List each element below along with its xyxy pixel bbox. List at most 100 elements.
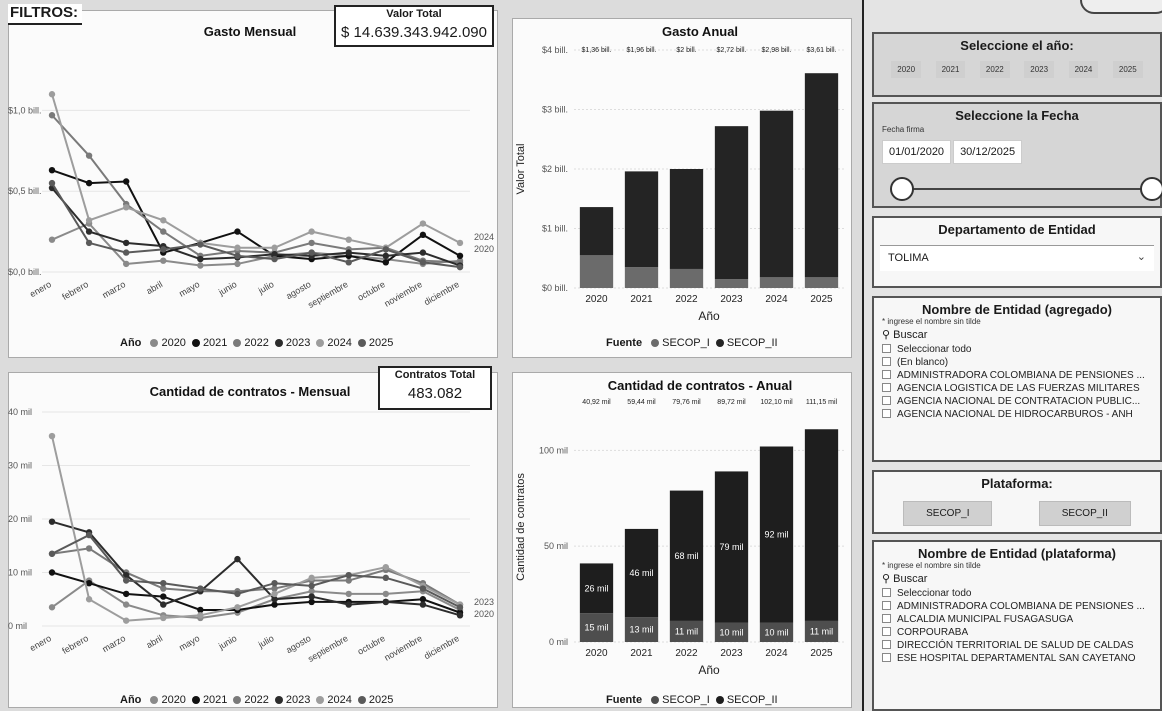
entity-platform-title: Nombre de Entidad (plataforma) bbox=[918, 546, 1116, 561]
date-slider-track[interactable] bbox=[892, 188, 1146, 190]
gasto-mensual-chart[interactable]: $0,0 bill. $0,5 bill. $1,0 bill. enero febre… bbox=[8, 50, 498, 330]
legend-item[interactable]: 2022 bbox=[233, 337, 269, 349]
legend-item[interactable]: SECOP_I bbox=[651, 337, 710, 349]
checkbox[interactable] bbox=[882, 409, 891, 418]
legend-item[interactable]: 2025 bbox=[357, 694, 393, 706]
entity-platform-search-placeholder: Buscar bbox=[893, 573, 928, 585]
checkbox[interactable] bbox=[882, 383, 891, 392]
checkbox[interactable] bbox=[882, 614, 891, 623]
series-line-2025 bbox=[51, 533, 461, 609]
date-slider-start-handle[interactable] bbox=[890, 177, 914, 201]
list-item[interactable]: ADMINISTRADORA COLOMBIANA DE PENSIONES .… bbox=[874, 369, 1160, 382]
legend-item[interactable]: 2024 bbox=[316, 694, 352, 706]
checkbox[interactable] bbox=[882, 653, 891, 662]
department-dropdown[interactable]: TOLIMA ⌄ bbox=[880, 245, 1154, 271]
legend-item[interactable]: 2020 bbox=[150, 694, 186, 706]
date-filter-title: Seleccione la Fecha bbox=[955, 108, 1079, 123]
x-tick-label: 2022 bbox=[675, 648, 698, 659]
date-end-input[interactable]: 30/12/2025 bbox=[953, 140, 1023, 164]
gasto-anual-chart[interactable]: $0 bill. $1 bill. $2 bill. $3 bill. $4 bill.… bbox=[512, 36, 852, 336]
platform-option-secop-ii[interactable]: SECOP_II bbox=[1038, 501, 1131, 526]
gasto-mensual-legend: Año 2020 2021 2022 2023 2024 2025 bbox=[120, 337, 399, 349]
bar-segment-SECOP_I bbox=[579, 255, 614, 288]
list-item[interactable]: (En blanco) bbox=[874, 356, 1160, 369]
data-point-2025 bbox=[122, 577, 130, 584]
list-item[interactable]: AGENCIA LOGISTICA DE LAS FUERZAS MILITAR… bbox=[874, 382, 1160, 395]
data-point-2023 bbox=[456, 612, 464, 619]
year-option[interactable]: 2024 bbox=[1068, 61, 1099, 78]
entity-platform-search[interactable]: ⚲ Buscar bbox=[874, 570, 1160, 587]
list-item[interactable]: DIRECCIÓN TERRITORIAL DE SALUD DE CALDAS bbox=[874, 639, 1160, 652]
legend-dot bbox=[274, 696, 283, 704]
list-item[interactable]: ESE HOSPITAL DEPARTAMENTAL SAN CAYETANO bbox=[874, 652, 1160, 665]
series-line-2023 bbox=[51, 520, 461, 617]
x-tick-label: 2025 bbox=[810, 648, 833, 659]
legend-item[interactable]: SECOP_I bbox=[651, 694, 710, 706]
list-item-label: ESE HOSPITAL DEPARTAMENTAL SAN CAYETANO bbox=[897, 653, 1136, 664]
list-item[interactable]: CORPOURABA bbox=[874, 626, 1160, 639]
legend-title: Año bbox=[120, 337, 142, 349]
y-tick-label: $0 bill. bbox=[542, 283, 568, 293]
legend-item[interactable]: 2020 bbox=[150, 337, 186, 349]
checkbox[interactable] bbox=[882, 396, 891, 405]
legend-item[interactable]: 2024 bbox=[316, 337, 352, 349]
year-option[interactable]: 2022 bbox=[979, 61, 1010, 78]
legend-item[interactable]: SECOP_II bbox=[715, 337, 778, 349]
list-item[interactable]: ADMINISTRADORA COLOMBIANA DE PENSIONES .… bbox=[874, 600, 1160, 613]
legend-title: Fuente bbox=[606, 337, 643, 349]
checkbox[interactable] bbox=[882, 627, 891, 636]
bar-segment-SECOP_I bbox=[759, 277, 794, 288]
date-filter: Seleccione la Fecha Fecha firma 01/01/20… bbox=[872, 102, 1162, 208]
y-tick-label: 10 mil bbox=[8, 568, 32, 578]
list-item[interactable]: AGENCIA NACIONAL DE CONTRATACION PUBLIC.… bbox=[874, 395, 1160, 408]
data-point-2025 bbox=[456, 604, 464, 611]
checkbox[interactable] bbox=[882, 601, 891, 610]
legend-label: 2021 bbox=[202, 694, 228, 706]
platform-option-secop-i[interactable]: SECOP_I bbox=[903, 501, 993, 526]
legend-item[interactable]: 2023 bbox=[274, 337, 310, 349]
data-point-2023 bbox=[122, 571, 130, 579]
data-point-2023 bbox=[382, 598, 390, 606]
data-point-2023 bbox=[122, 239, 130, 247]
data-point-2024 bbox=[456, 239, 464, 247]
year-filter: Seleccione el año: 2020 2021 2022 2023 2… bbox=[872, 32, 1162, 97]
contratos-anual-title: Cantidad de contratos - Anual bbox=[607, 378, 793, 393]
series-line-2020 bbox=[51, 222, 461, 267]
contratos-mensual-chart[interactable]: 0 mil 10 mil 20 mil 30 mil 40 mil enero febrer… bbox=[8, 400, 498, 690]
y-tick-label: $0,5 bill. bbox=[8, 186, 42, 196]
year-option[interactable]: 2021 bbox=[935, 61, 966, 78]
year-option[interactable]: 2023 bbox=[1024, 61, 1055, 78]
list-item[interactable]: Seleccionar todo bbox=[874, 587, 1160, 600]
legend-item[interactable]: 2022 bbox=[233, 694, 269, 706]
date-start-input[interactable]: 01/01/2020 bbox=[882, 140, 952, 164]
corner-button[interactable] bbox=[1080, 0, 1162, 14]
legend-item[interactable]: 2021 bbox=[191, 337, 227, 349]
checkbox[interactable] bbox=[882, 588, 891, 597]
list-item-label: AGENCIA LOGISTICA DE LAS FUERZAS MILITAR… bbox=[897, 383, 1140, 394]
year-option[interactable]: 2020 bbox=[891, 61, 922, 78]
contratos-anual-chart[interactable]: 0 mil 50 mil 100 mil 15 mil 26 mil 2020 40,92 … bbox=[512, 392, 852, 690]
list-item[interactable]: Seleccionar todo bbox=[874, 343, 1160, 356]
year-filter-title: Seleccione el año: bbox=[960, 38, 1074, 53]
data-point-2021 bbox=[122, 178, 130, 185]
y-axis-title: Valor Total bbox=[515, 144, 527, 195]
list-item[interactable]: AGENCIA NACIONAL DE HIDROCARBUROS - ANH bbox=[874, 408, 1160, 421]
legend-item[interactable]: 2023 bbox=[274, 694, 311, 706]
list-item[interactable]: ALCALDIA MUNICIPAL FUSAGASUGA bbox=[874, 613, 1160, 626]
legend-label: 2024 bbox=[327, 337, 352, 349]
x-tick-label: julio bbox=[256, 633, 276, 650]
checkbox[interactable] bbox=[882, 640, 891, 649]
checkbox[interactable] bbox=[882, 344, 891, 353]
data-point-2023 bbox=[48, 518, 56, 525]
data-point-2025 bbox=[85, 239, 93, 247]
legend-label: 2023 bbox=[285, 694, 311, 706]
checkbox[interactable] bbox=[882, 357, 891, 366]
entity-aggregate-search[interactable]: ⚲ Buscar bbox=[874, 326, 1160, 343]
legend-item[interactable]: SECOP_II bbox=[715, 694, 778, 706]
date-slider-end-handle[interactable] bbox=[1140, 177, 1162, 201]
year-option[interactable]: 2025 bbox=[1112, 61, 1143, 78]
x-tick-label: agosto bbox=[284, 633, 312, 655]
legend-item[interactable]: 2021 bbox=[191, 694, 228, 706]
checkbox[interactable] bbox=[882, 370, 891, 379]
legend-item[interactable]: 2025 bbox=[357, 337, 393, 349]
